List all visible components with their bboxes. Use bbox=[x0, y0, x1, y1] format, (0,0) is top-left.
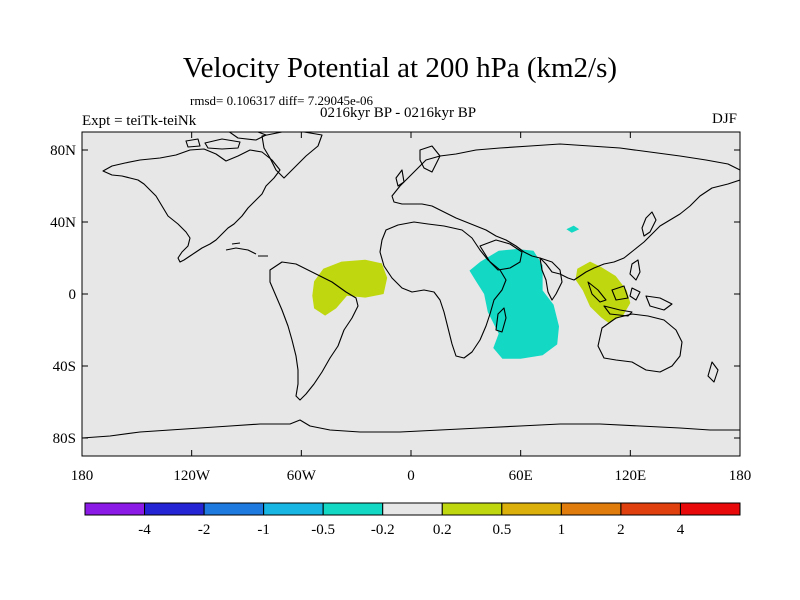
contour-region-maritime-continent bbox=[575, 261, 631, 323]
stats-line: rmsd= 0.106317 diff= 7.29045e-06 bbox=[190, 93, 374, 108]
coast-arabia bbox=[479, 239, 523, 271]
colorbar-box bbox=[679, 502, 741, 516]
contour-region-indian-ocean-africa bbox=[469, 249, 559, 359]
y-tick-label: 40S bbox=[53, 359, 76, 375]
x-tick-label: 120E bbox=[614, 468, 646, 484]
colorbar: -4 -2 -1 -0.5 -0.2 0.2 0.5 1 2 4 bbox=[84, 502, 741, 538]
coast-new-zealand bbox=[707, 361, 719, 383]
coast-eurasia bbox=[391, 143, 740, 281]
season-label: DJF bbox=[712, 111, 738, 127]
plot-subtitle: 0216kyr BP - 0216kyr BP bbox=[320, 105, 477, 121]
colorbar-box bbox=[382, 502, 443, 516]
plot-title: Velocity Potential at 200 hPa (km2/s) bbox=[182, 52, 618, 84]
colorbar-label: 1 bbox=[558, 522, 566, 538]
coast-africa bbox=[379, 221, 507, 359]
coast-caribbean bbox=[225, 242, 268, 257]
coast-north-america bbox=[102, 148, 281, 263]
coast-scandinavia bbox=[395, 145, 441, 187]
colorbar-box bbox=[441, 502, 503, 516]
colorbar-label: -0.5 bbox=[311, 522, 335, 538]
colorbar-box bbox=[144, 502, 205, 516]
coast-antarctica bbox=[82, 419, 740, 439]
coast-madagascar bbox=[495, 307, 507, 333]
colorbar-box bbox=[501, 502, 562, 516]
contour-region-south-america-atlantic bbox=[312, 259, 388, 316]
coast-india bbox=[539, 257, 563, 301]
x-tick-label: 0 bbox=[407, 468, 415, 484]
x-tick-label: 120W bbox=[173, 468, 211, 484]
colorbar-box bbox=[84, 502, 146, 516]
coast-australia bbox=[597, 313, 683, 373]
colorbar-label: -1 bbox=[257, 522, 270, 538]
colorbar-label: 0.2 bbox=[433, 522, 452, 538]
contour-fills bbox=[312, 225, 631, 359]
contour-region-pacific-blob bbox=[566, 225, 580, 233]
colorbar-label: -0.2 bbox=[371, 522, 395, 538]
colorbar-box bbox=[322, 502, 384, 516]
colorbar-box bbox=[620, 502, 681, 516]
coast-arctic-islands bbox=[185, 132, 267, 150]
coast-greenland bbox=[261, 132, 323, 179]
y-tick-label: 40N bbox=[50, 215, 76, 231]
x-tick-label: 180 bbox=[729, 468, 752, 484]
coast-philippines bbox=[629, 259, 641, 281]
colorbar-label: 2 bbox=[617, 522, 625, 538]
coastlines bbox=[82, 132, 740, 439]
colorbar-box bbox=[560, 502, 622, 516]
colorbar-box bbox=[263, 502, 324, 516]
y-tick-label: 80S bbox=[53, 431, 76, 447]
x-tick-label: 180 bbox=[71, 468, 94, 484]
y-tick-label: 0 bbox=[69, 287, 77, 303]
experiment-label: Expt = teiTk-teiNk bbox=[82, 113, 197, 129]
map-background bbox=[82, 132, 740, 456]
colorbar-label: -2 bbox=[198, 522, 211, 538]
y-tick-label: 80N bbox=[50, 143, 76, 159]
coast-japan bbox=[641, 211, 657, 237]
colorbar-label: 4 bbox=[677, 522, 685, 538]
coast-south-america bbox=[269, 261, 359, 401]
colorbar-label: -4 bbox=[138, 522, 151, 538]
colorbar-box bbox=[203, 502, 265, 516]
colorbar-label: 0.5 bbox=[492, 522, 511, 538]
axis-ticks: 180 120W 60W 0 60E 120E 180 80N 40N 0 40S 80S bbox=[50, 132, 751, 484]
x-tick-label: 60E bbox=[509, 468, 533, 484]
x-tick-label: 60W bbox=[287, 468, 317, 484]
